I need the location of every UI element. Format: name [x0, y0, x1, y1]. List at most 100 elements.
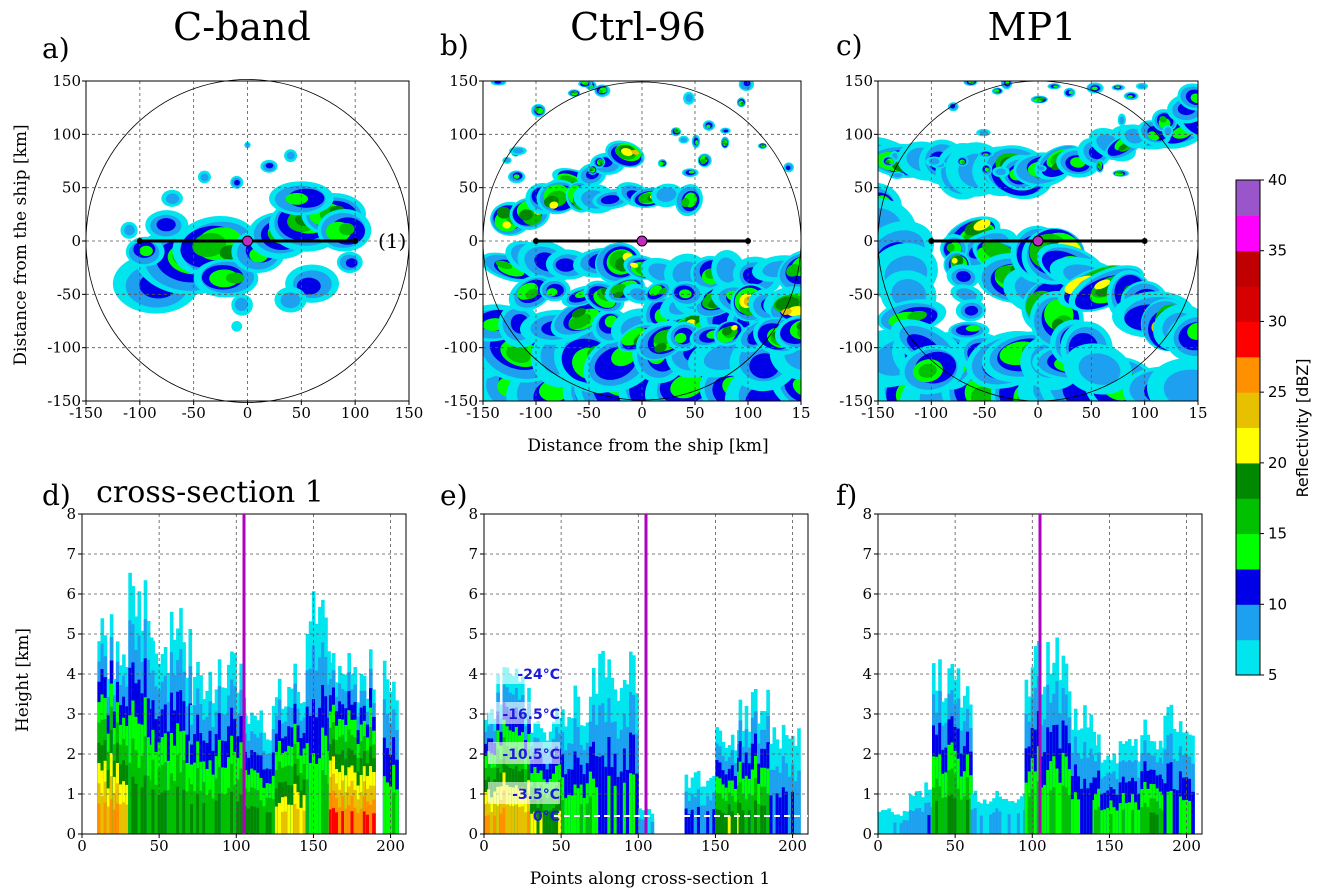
tick-label-x: -100: [123, 404, 157, 422]
section-column: [1019, 796, 1024, 834]
tick-label-y: 0: [862, 825, 872, 843]
tick-label-y: 1: [66, 785, 76, 803]
model-echo-cell: [1118, 143, 1128, 151]
tick-label-x: 0: [873, 837, 883, 855]
section-column: [112, 809, 117, 834]
model-echo-cell: [656, 187, 677, 202]
section-column: [1137, 809, 1141, 834]
ship-marker: [242, 235, 253, 247]
section-column: [160, 792, 165, 834]
section-column: [214, 800, 219, 834]
tick-label-x: -50: [182, 404, 206, 422]
section-column: [277, 803, 282, 834]
section-column: [787, 776, 792, 834]
reflectivity-field-c: [878, 81, 1198, 401]
section-column: [305, 779, 310, 834]
convective-cell: [1164, 127, 1172, 136]
convective-cell: [723, 129, 729, 133]
section-column: [915, 808, 919, 834]
tick-label-x: 50: [685, 404, 704, 422]
section-column: [959, 799, 964, 834]
echo-cell: [265, 162, 274, 169]
section-column: [217, 793, 222, 834]
section-column: [965, 799, 970, 834]
tick-label-x: -50: [577, 404, 601, 422]
convective-cell: [762, 144, 765, 146]
section-column: [284, 811, 288, 834]
tick-label-y: 150: [844, 72, 873, 90]
panel-letter-b: b): [440, 29, 469, 62]
section-column: [1118, 803, 1123, 834]
section-column: [1191, 791, 1195, 834]
xlabel-bottom: Points along cross-section 1: [530, 869, 770, 889]
tick-label-y: 6: [66, 585, 76, 603]
colorbar-label: Reflectivity [dBZ]: [1293, 359, 1312, 498]
model-echo-cell: [1094, 279, 1111, 290]
colorbar-segment: [1236, 356, 1260, 393]
section-column: [530, 813, 534, 834]
section-column: [703, 805, 707, 834]
section-column: [236, 801, 240, 834]
model-echo-cell: [674, 332, 687, 344]
panel-letter-d: d): [42, 479, 71, 512]
section-column: [1121, 809, 1126, 834]
colorbar-segment: [1236, 604, 1260, 641]
section-column: [308, 763, 313, 834]
model-echo-cell: [519, 209, 533, 221]
tick-label-x: 200: [376, 837, 405, 855]
section-column: [1097, 806, 1101, 834]
section-column: [629, 773, 633, 834]
echo-cell: [345, 258, 358, 268]
title-c: MP1: [988, 5, 1077, 49]
colorbar-tick-label: 35: [1268, 242, 1287, 260]
section-column: [484, 816, 488, 834]
section-column: [1166, 791, 1171, 834]
colorbar-segment: [1236, 568, 1260, 605]
convective-cell: [700, 158, 706, 165]
colorbar-tick-label: 20: [1268, 454, 1287, 472]
section-column: [548, 810, 553, 834]
section-column: [1155, 814, 1160, 834]
tick-label-x: 100: [624, 837, 653, 855]
range-ring: [85, 79, 410, 403]
section-column: [899, 823, 904, 834]
section-column: [760, 805, 764, 834]
section-column: [223, 794, 228, 834]
tick-label-y: 50: [62, 179, 81, 197]
model-echo-cell: [721, 326, 733, 336]
model-echo-cell: [1197, 124, 1198, 137]
tick-label-y: 150: [52, 72, 81, 90]
tick-label-y: 150: [449, 72, 478, 90]
convective-cell: [695, 140, 699, 145]
model-echo-cell: [549, 201, 559, 209]
model-echo-cell: [649, 285, 663, 296]
section-column: [902, 820, 907, 834]
section-column: [539, 812, 544, 834]
colorbar-frame: [1235, 179, 1261, 676]
title-b: Ctrl-96: [570, 5, 706, 49]
tick-label-y: 50: [459, 179, 478, 197]
section-column: [1146, 806, 1151, 834]
convective-cell: [743, 81, 751, 87]
colorbar: 5 10 15 20 25 30 35 40: [1235, 171, 1287, 684]
section-column: [359, 808, 364, 834]
model-echo-cell: [568, 313, 592, 330]
section-column: [128, 762, 132, 834]
tick-label-y: 5: [66, 625, 76, 643]
section-column: [179, 772, 183, 834]
reflectivity-section-f: [878, 637, 1195, 834]
tick-label-x: 15: [791, 404, 810, 422]
convective-cell: [513, 174, 520, 179]
section-column: [1043, 784, 1047, 834]
echo-cell: [139, 245, 153, 257]
section-column: [281, 811, 285, 834]
isotherm-label: 0°C: [533, 809, 560, 825]
section-column: [274, 806, 279, 834]
convective-cell: [885, 161, 889, 165]
section-column: [700, 805, 704, 834]
convective-cell: [599, 162, 603, 166]
echo-cell: [234, 297, 249, 311]
convective-cell: [1115, 86, 1120, 89]
model-echo-cell: [1163, 369, 1198, 401]
tick-label-x: -150: [861, 404, 895, 422]
